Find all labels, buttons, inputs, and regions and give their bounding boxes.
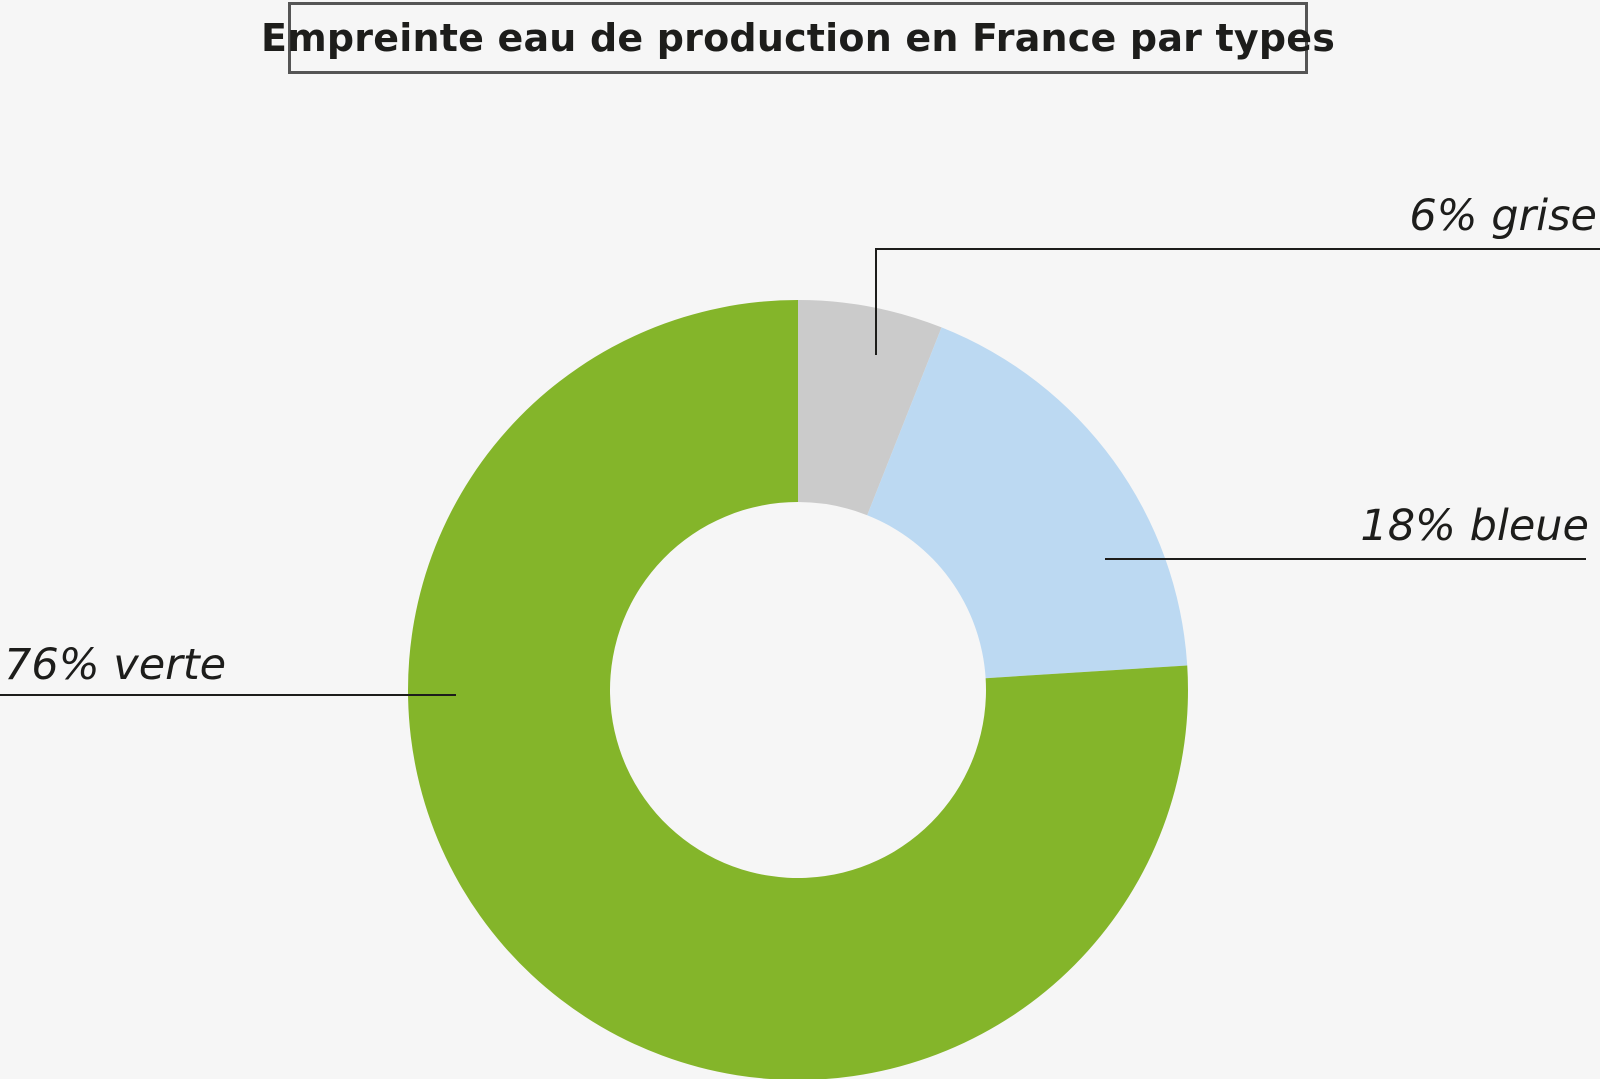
slice-label-verte: 76% verte xyxy=(4,640,226,690)
donut-slice-bleue xyxy=(867,327,1188,679)
slice-label-bleue: 18% bleue xyxy=(1360,501,1589,551)
slice-label-grise: 6% grise xyxy=(1409,191,1597,241)
donut-slices xyxy=(408,300,1188,1079)
donut-slice-grise xyxy=(798,300,942,516)
donut-slice-verte xyxy=(408,300,1188,1079)
leader-line-grise xyxy=(875,248,1600,355)
chart-title: Empreinte eau de production en France pa… xyxy=(260,16,1336,60)
chart-title-box: Empreinte eau de production en France pa… xyxy=(261,2,1335,74)
